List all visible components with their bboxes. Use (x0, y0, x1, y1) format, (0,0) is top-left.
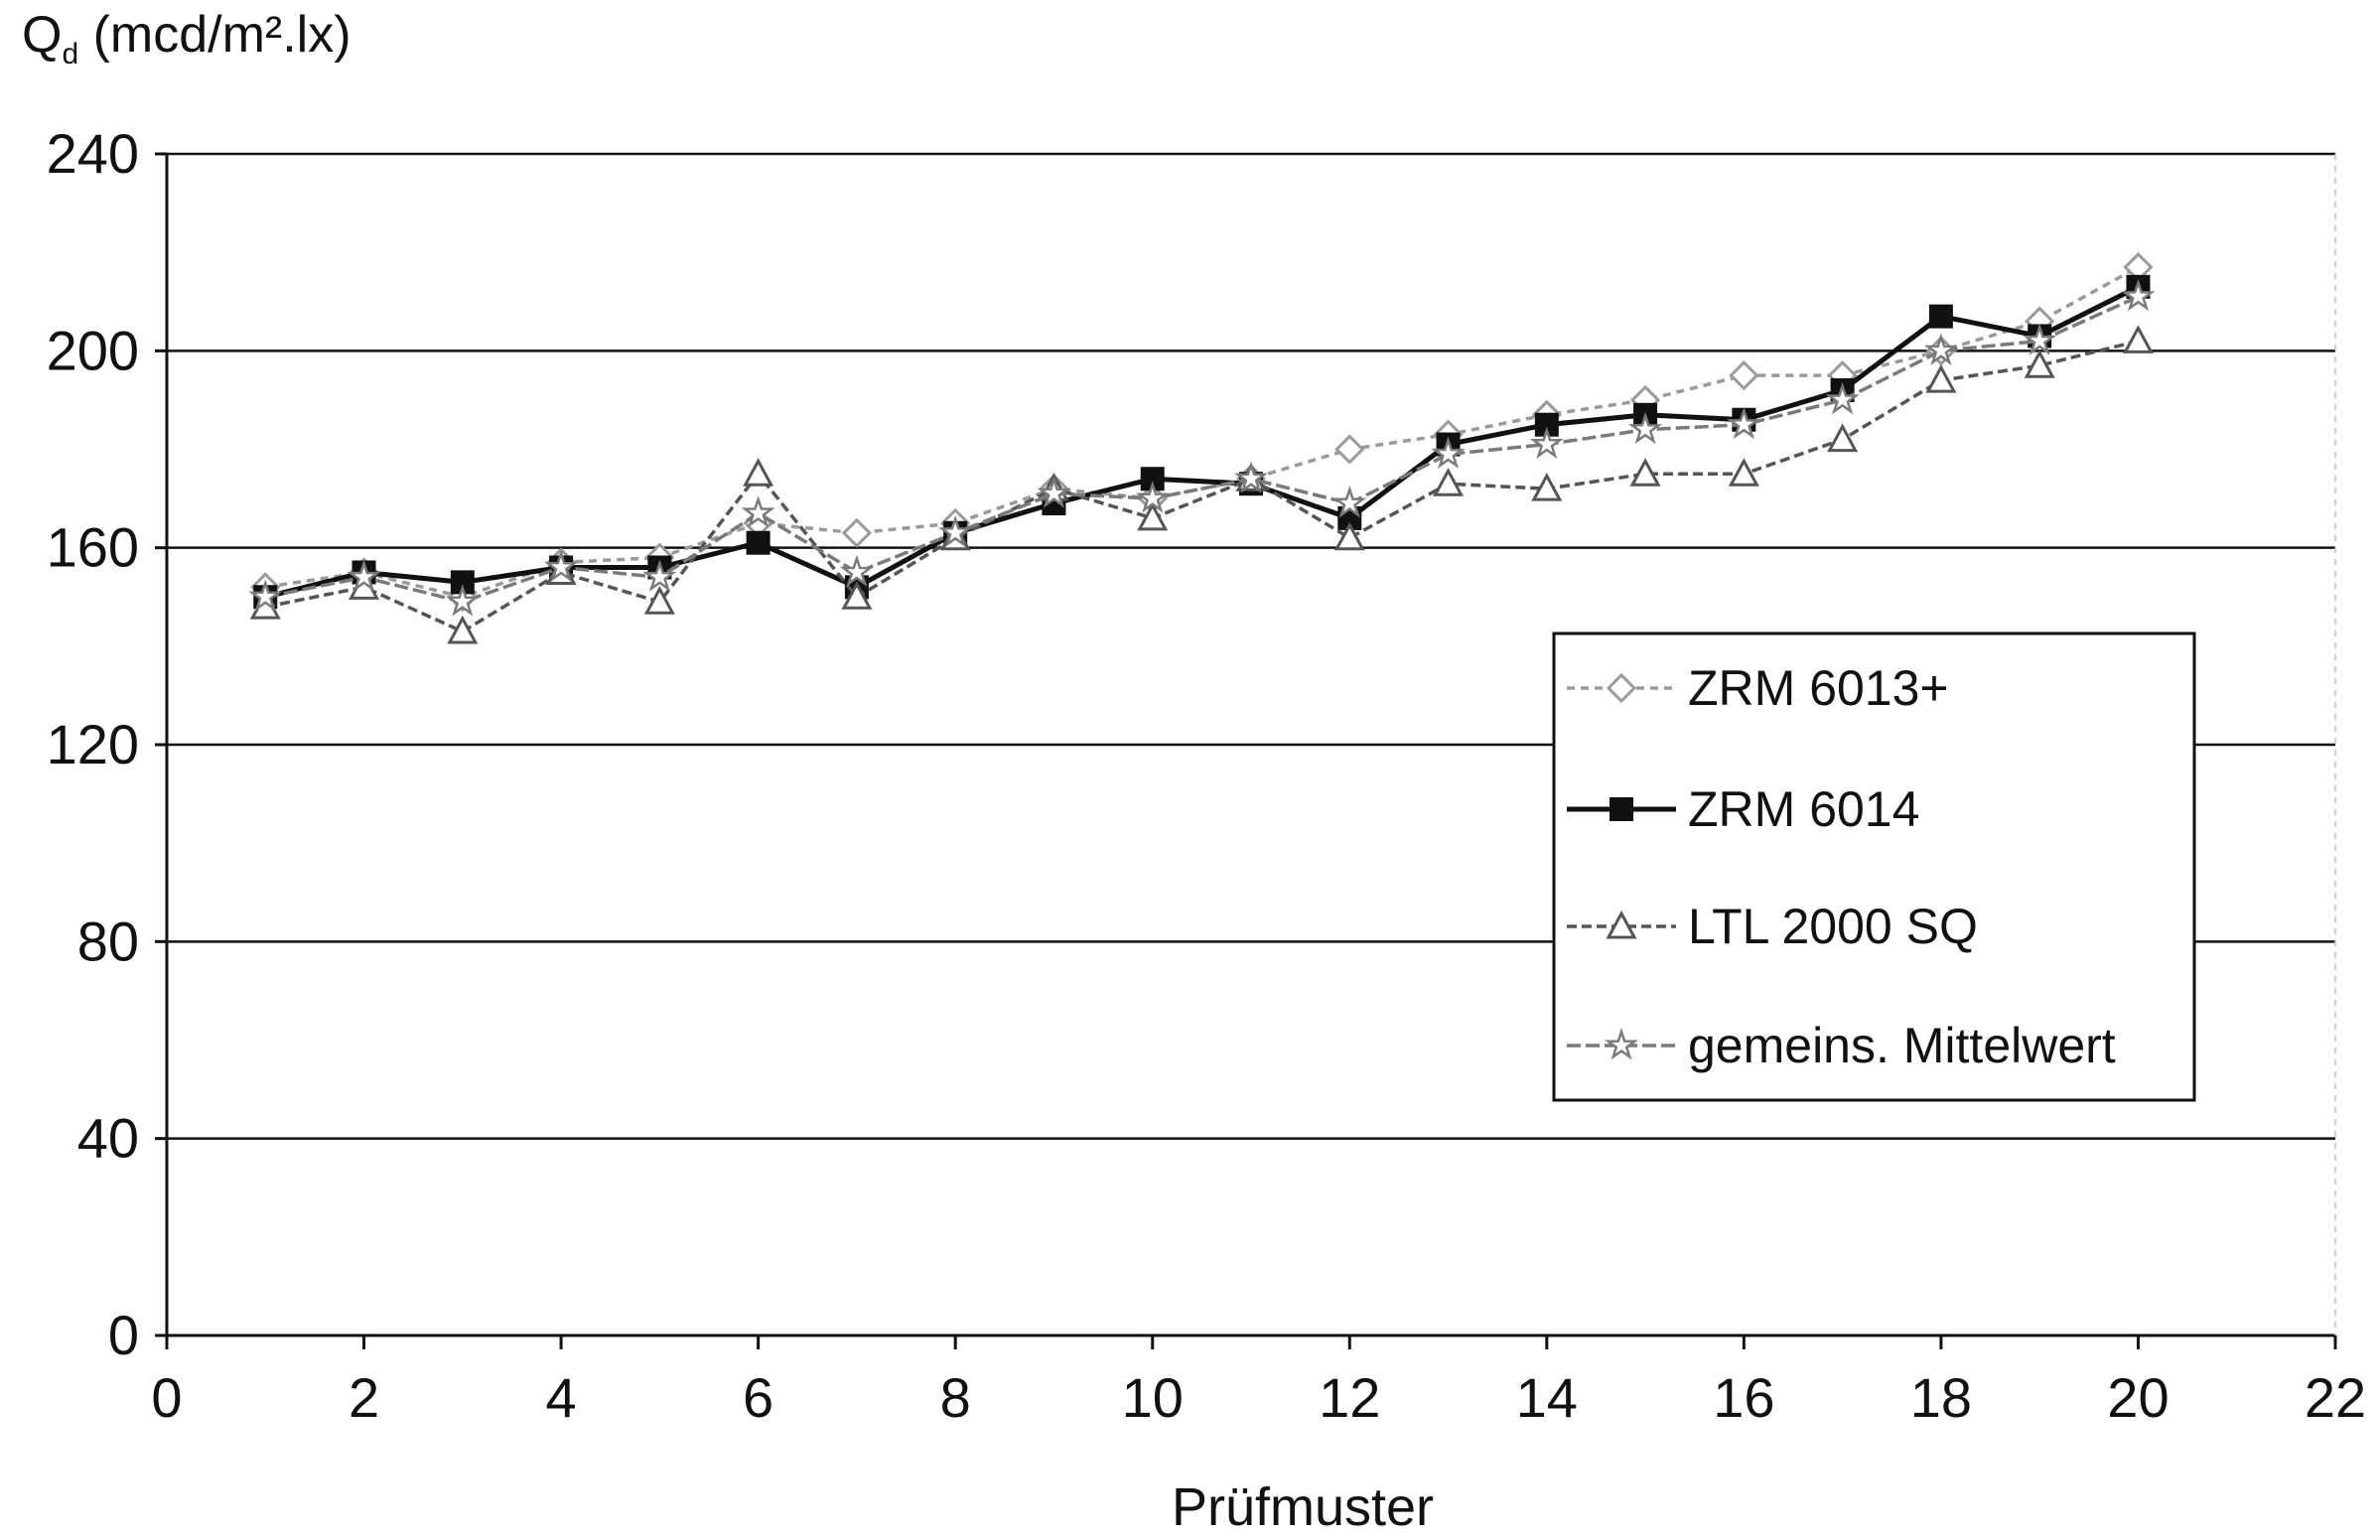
series-3-point-2 (347, 559, 381, 592)
series-3-point-4 (544, 549, 579, 582)
x-tick-label-10: 10 (1122, 1366, 1184, 1429)
series-2-point-10 (1137, 501, 1169, 531)
x-tick-label-22: 22 (2305, 1366, 2366, 1429)
series-3-point-8 (938, 514, 973, 548)
series-2-point-3 (447, 615, 479, 644)
series-3-point-12 (1332, 486, 1367, 518)
x-tick-label-6: 6 (743, 1366, 773, 1429)
series-2-point-15 (1629, 458, 1661, 487)
series-3-point-10 (1135, 481, 1170, 513)
x-tick-label-12: 12 (1319, 1366, 1380, 1429)
x-axis-label: Prüfmuster (1172, 1477, 1434, 1537)
series-3-point-9 (1037, 476, 1071, 508)
y-axis-label: Qd (mcd/m².lx) (22, 6, 351, 70)
series-0 (250, 251, 2154, 613)
series-0-point-7 (841, 517, 873, 548)
series-line-0 (265, 265, 2140, 600)
series-3-point-16 (1727, 406, 1761, 440)
series-3-point-14 (1529, 426, 1564, 460)
legend-label-3: gemeins. Mittelwert (1688, 1018, 2116, 1073)
x-tick-label-14: 14 (1516, 1366, 1578, 1429)
legend-marker-0 (1606, 672, 1637, 704)
legend-marker-2 (1606, 910, 1637, 939)
series-3-point-15 (1628, 411, 1663, 445)
series-1-point-6 (746, 530, 770, 555)
series-2-point-14 (1531, 473, 1563, 501)
series-3-point-1 (248, 579, 283, 612)
x-tick-label-0: 0 (151, 1366, 182, 1429)
series-3-point-20 (2121, 278, 2156, 312)
series-line-2 (264, 339, 2139, 633)
y-tick-label-240: 240 (47, 122, 139, 185)
series-2-point-5 (643, 586, 675, 615)
x-tick-label-20: 20 (2107, 1366, 2169, 1429)
legend-marker-1 (1610, 797, 1633, 821)
series-2-point-13 (1433, 468, 1465, 496)
series-1-point-18 (1928, 304, 1953, 329)
x-tick-label-2: 2 (349, 1366, 379, 1429)
series-2-point-19 (2024, 350, 2055, 378)
y-tick-label-120: 120 (47, 713, 139, 775)
series-2-point-20 (2122, 325, 2154, 353)
legend: ZRM 6013+ ZRM 6014 LTL 2000 SQ gemeins. Mit… (1552, 631, 2196, 1102)
series-3-point-7 (839, 554, 874, 587)
series-2-point-7 (841, 581, 873, 610)
series-group (248, 251, 2156, 644)
series-0-point-12 (1334, 434, 1365, 465)
series-2-point-6 (743, 458, 774, 487)
legend-marker-3 (1604, 1028, 1639, 1060)
legend-box (1552, 631, 2196, 1102)
series-3-point-6 (741, 495, 775, 528)
series-2-point-16 (1728, 458, 1759, 487)
series-3-point-11 (1233, 461, 1269, 493)
series-0-point-16 (1729, 360, 1759, 391)
y-tick-label-80: 80 (77, 910, 139, 972)
series-3-point-13 (1431, 436, 1466, 469)
series-3-point-19 (2023, 323, 2057, 355)
legend-label-1: ZRM 6014 (1688, 781, 1919, 837)
series-3-point-3 (445, 584, 480, 617)
x-tick-label-4: 4 (546, 1366, 577, 1429)
series-2-point-18 (1925, 363, 1957, 393)
series-line-1 (264, 284, 2140, 600)
legend-label-2: LTL 2000 SQ (1688, 899, 1978, 954)
legend-label-0: ZRM 6013+ (1688, 660, 1949, 716)
x-tick-label-16: 16 (1713, 1366, 1774, 1429)
x-tick-label-18: 18 (1910, 1366, 1972, 1429)
y-tick-label-0: 0 (108, 1304, 139, 1366)
x-tick-labels: 0 2 4 6 8 10 12 14 16 18 20 22 (151, 1366, 2366, 1429)
series-3-point-17 (1825, 382, 1860, 415)
series-3 (248, 278, 2156, 617)
series-3-point-5 (642, 559, 677, 592)
grid-lines (167, 152, 2335, 1140)
series-line-3 (264, 295, 2140, 605)
x-tick-label-8: 8 (940, 1366, 971, 1429)
series-1 (253, 274, 2151, 610)
series-3-point-18 (1923, 333, 1958, 365)
y-tick-label-200: 200 (47, 319, 139, 381)
y-tick-label-40: 40 (77, 1107, 139, 1170)
y-tick-label-160: 160 (47, 516, 139, 579)
series-2-point-12 (1333, 521, 1365, 551)
y-tick-labels: 0 40 80 120 160 200 240 (47, 122, 139, 1366)
series-2-point-17 (1827, 423, 1859, 453)
axes (155, 152, 2337, 1349)
